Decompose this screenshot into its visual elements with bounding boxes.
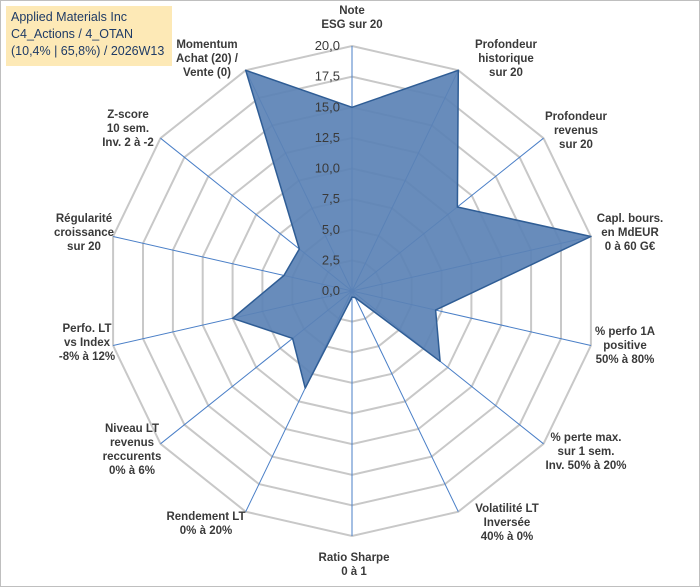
axis-label: Note ESG sur 20 bbox=[321, 5, 382, 31]
axis-label: Capl. bours. en MdEUR 0 à 60 G€ bbox=[597, 213, 663, 253]
series-area bbox=[231, 69, 592, 389]
axis-label-line: Rendement LT bbox=[166, 511, 245, 523]
axis-label: Profondeur revenus sur 20 bbox=[545, 111, 607, 151]
axis-label-line: positive bbox=[603, 340, 646, 352]
axis-label-line: sur 20 bbox=[489, 67, 523, 79]
axis-label-line: historique bbox=[478, 53, 534, 65]
axis-label-line: Inversée bbox=[484, 517, 531, 529]
axis-label: Perfo. LT vs Index -8% à 12% bbox=[59, 323, 115, 363]
axis-label-line: Achat (20) / bbox=[176, 53, 239, 65]
axis-label: Volatilité LT Inversée 40% à 0% bbox=[475, 503, 538, 543]
axis-label-line: reccurents bbox=[103, 451, 162, 463]
axis-label: Z-score 10 sem. Inv. 2 à -2 bbox=[102, 109, 154, 149]
tick-label: 20,0 bbox=[315, 38, 340, 53]
tick-label: 10,0 bbox=[315, 161, 340, 176]
axis-label-line: 50% à 80% bbox=[596, 354, 655, 366]
axis-label-line: sur 20 bbox=[67, 241, 101, 253]
axis-label: Rendement LT 0% à 20% bbox=[166, 511, 245, 537]
axis-label-line: Inv. 2 à -2 bbox=[102, 137, 154, 149]
axis-label-line: Inv. 50% à 20% bbox=[546, 460, 627, 472]
axis-label-line: 0% à 20% bbox=[180, 525, 232, 537]
axis-label: Régularité croissance sur 20 bbox=[54, 213, 114, 253]
axis-label: Niveau LT revenus reccurents 0% à 6% bbox=[103, 423, 162, 477]
tick-label: 15,0 bbox=[315, 99, 340, 114]
chart-title-box: Applied Materials Inc C4_Actions / 4_OTA… bbox=[6, 6, 172, 66]
tick-label: 17,5 bbox=[315, 69, 340, 84]
axis-label-line: vs Index bbox=[64, 337, 111, 349]
axis-label-line: sur 1 sem. bbox=[558, 446, 615, 458]
axis-label-line: Vente (0) bbox=[183, 67, 231, 79]
axis-label-line: ESG sur 20 bbox=[321, 19, 382, 31]
axis-label-line: Profondeur bbox=[475, 39, 537, 51]
axis-label-line: revenus bbox=[554, 125, 598, 137]
axis-label-line: Capl. bours. bbox=[597, 213, 663, 225]
tick-label: 5,0 bbox=[322, 222, 340, 237]
axis-label-line: -8% à 12% bbox=[59, 351, 115, 363]
axis-label-line: Note bbox=[339, 5, 365, 17]
axis-label: Momentum Achat (20) / Vente (0) bbox=[176, 39, 239, 79]
tick-label: 2,5 bbox=[322, 252, 340, 267]
axis-label: Ratio Sharpe 0 à 1 bbox=[319, 552, 390, 578]
axis-label-line: 10 sem. bbox=[107, 123, 149, 135]
axis-label-line: Volatilité LT bbox=[475, 503, 538, 515]
axis-label-line: 0% à 6% bbox=[109, 465, 155, 477]
axis-label-line: Niveau LT bbox=[105, 423, 159, 435]
title-line-stats: (10,4% | 65,8%) / 2026W13 bbox=[11, 44, 165, 58]
axis-label: % perfo 1A positive 50% à 80% bbox=[595, 326, 655, 366]
axis-label-line: croissance bbox=[54, 227, 114, 239]
tick-label: 0,0 bbox=[322, 283, 340, 298]
tick-layer: 0,0 2,5 5,0 7,5 10,0 12,5 15,0 17,5 20,0 bbox=[315, 38, 340, 298]
axis-spoke bbox=[351, 290, 459, 512]
title-line-category: C4_Actions / 4_OTAN bbox=[11, 27, 134, 41]
axis-label-line: % perfo 1A bbox=[595, 326, 655, 338]
axis-label-line: 0 à 1 bbox=[341, 566, 367, 578]
series-layer bbox=[231, 69, 592, 389]
axis-label-line: Régularité bbox=[56, 213, 112, 225]
axis-label: % perte max. sur 1 sem. Inv. 50% à 20% bbox=[546, 432, 627, 472]
axis-label-line: 0 à 60 G€ bbox=[605, 241, 656, 253]
axis-label-line: revenus bbox=[110, 437, 154, 449]
axis-label-line: Profondeur bbox=[545, 111, 607, 123]
axis-label-line: en MdEUR bbox=[601, 227, 659, 239]
title-line-company: Applied Materials Inc bbox=[11, 10, 128, 24]
label-layer: Note ESG sur 20 Profondeur historique sur 20… bbox=[54, 5, 663, 578]
axis-label-line: Momentum bbox=[176, 39, 237, 51]
axis-label-line: Z-score bbox=[107, 109, 149, 121]
axis-label-line: Ratio Sharpe bbox=[319, 552, 390, 564]
axis-label-line: % perte max. bbox=[551, 432, 622, 444]
axis-label-line: 40% à 0% bbox=[481, 531, 533, 543]
axis-label-line: sur 20 bbox=[559, 139, 593, 151]
tick-label: 7,5 bbox=[322, 191, 340, 206]
axis-label-line: Perfo. LT bbox=[63, 323, 112, 335]
axis-label: Profondeur historique sur 20 bbox=[475, 39, 537, 79]
tick-label: 12,5 bbox=[315, 130, 340, 145]
